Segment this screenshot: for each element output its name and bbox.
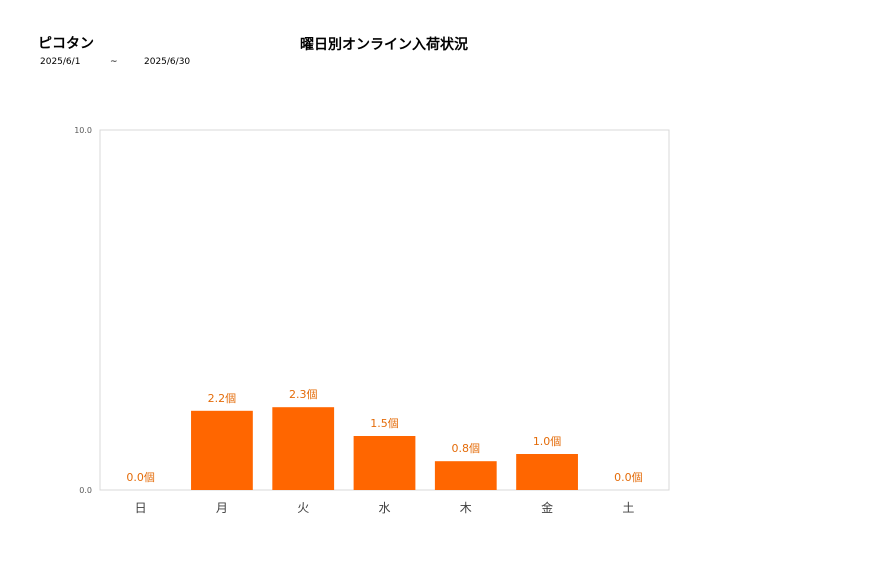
data-label: 1.0個 [533,435,562,448]
x-category-label: 日 [135,501,147,515]
x-category-label: 火 [297,501,309,515]
data-label: 2.2個 [208,392,237,405]
y-tick-label: 0.0 [79,486,92,495]
bar [272,407,335,490]
bar [516,454,578,490]
period-separator: ~ [110,57,118,67]
x-category-label: 土 [622,501,634,515]
shop-name: ピコタン [38,36,94,52]
x-category-label: 水 [378,501,390,515]
period-start-date: 2025/6/1 [40,57,81,67]
data-label: 2.3個 [289,388,318,401]
period-end-date: 2025/6/30 [144,57,191,67]
bar [434,461,497,490]
y-tick-label: 10.0 [74,126,92,135]
chart-title: 曜日別オンライン入荷状況 [300,37,468,53]
x-category-label: 金 [541,500,553,515]
bar [353,436,416,490]
x-category-label: 月 [216,501,228,515]
data-label: 0.0個 [614,471,643,484]
x-category-label: 木 [460,501,472,515]
bar [191,410,253,490]
data-label: 0.0個 [126,471,155,484]
data-label: 0.8個 [452,442,481,455]
data-label: 1.5個 [370,417,399,430]
